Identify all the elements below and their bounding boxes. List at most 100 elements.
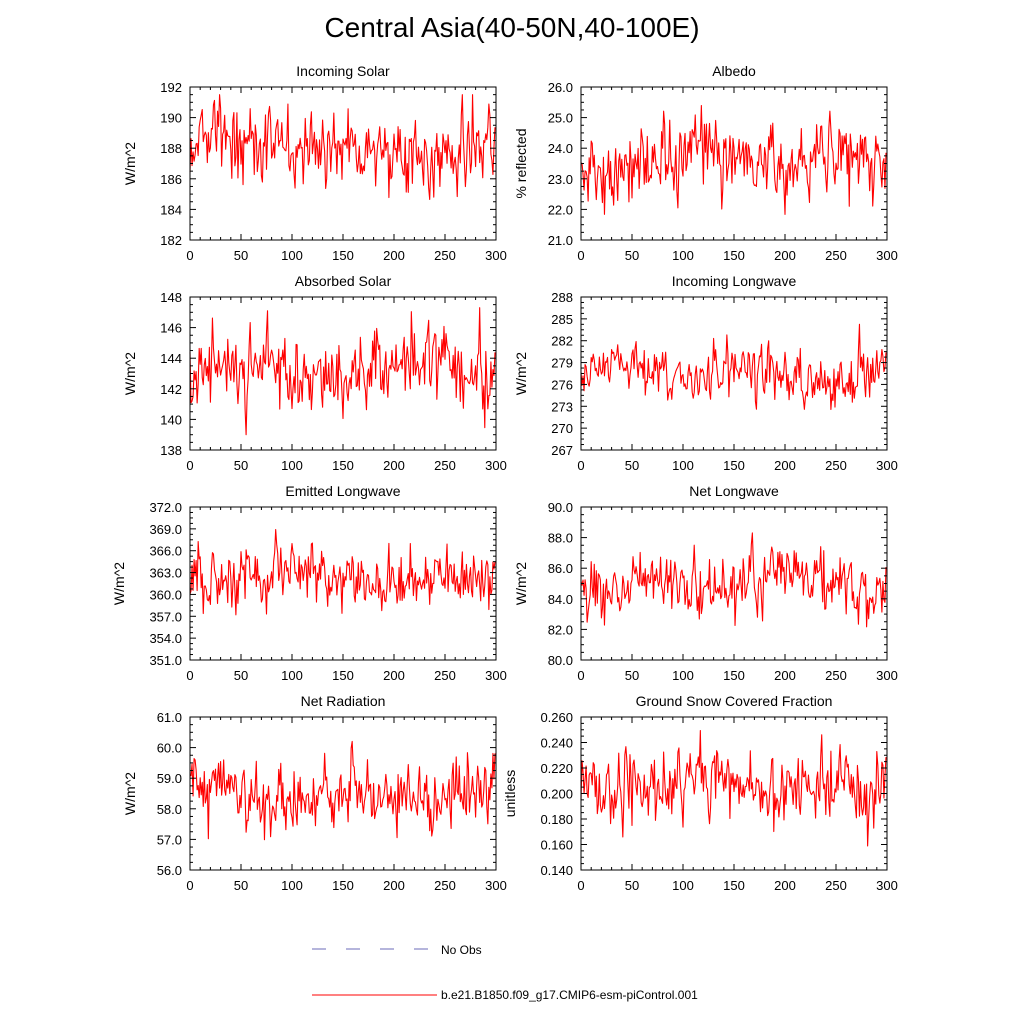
x-tick-label: 100 — [281, 458, 303, 473]
series-line — [189, 740, 496, 841]
x-tick-label: 250 — [825, 458, 847, 473]
y-axis-label: W/m^2 — [513, 352, 529, 395]
y-tick-label: 142 — [160, 382, 182, 397]
x-tick-label: 300 — [485, 878, 507, 893]
x-tick-label: 200 — [774, 458, 796, 473]
y-tick-label: 61.0 — [157, 710, 182, 725]
y-tick-label: 80.0 — [548, 653, 573, 668]
y-tick-label: 0.240 — [540, 736, 573, 751]
x-tick-label: 100 — [672, 878, 694, 893]
legend-label-no-obs: No Obs — [441, 943, 482, 957]
y-axis-label: W/m^2 — [513, 562, 529, 605]
y-tick-label: 59.0 — [157, 771, 182, 786]
x-tick-label: 200 — [774, 878, 796, 893]
x-tick-label: 0 — [186, 248, 193, 263]
panel-title: Incoming Solar — [296, 63, 390, 79]
y-tick-label: 276 — [551, 377, 573, 392]
series-line — [189, 528, 496, 616]
panel-title: Albedo — [712, 63, 756, 79]
y-tick-label: 184 — [160, 202, 182, 217]
y-tick-label: 369.0 — [149, 522, 182, 537]
y-tick-label: 0.180 — [540, 812, 573, 827]
y-tick-label: 372.0 — [149, 500, 182, 515]
x-tick-label: 250 — [434, 668, 456, 683]
y-tick-label: 25.0 — [548, 111, 573, 126]
x-tick-label: 100 — [672, 668, 694, 683]
y-tick-label: 148 — [160, 290, 182, 305]
y-tick-label: 363.0 — [149, 566, 182, 581]
x-tick-label: 150 — [723, 878, 745, 893]
panel-6: 0 50 100 150 200 250 300 80.0 82.0 84.0 86.0 88.0 90… — [513, 483, 898, 683]
panel-1: 0 50 100 150 200 250 300 182 184 186 188 190 192 Inco… — [122, 63, 507, 263]
x-tick-label: 300 — [485, 458, 507, 473]
y-tick-label: 270 — [551, 421, 573, 436]
x-tick-label: 0 — [577, 248, 584, 263]
x-tick-label: 50 — [625, 458, 639, 473]
x-tick-label: 150 — [332, 248, 354, 263]
figure-title: Central Asia(40-50N,40-100E) — [324, 12, 700, 43]
panel-4: 0 50 100 150 200 250 300 267 270 273 276 279 282 285 2… — [513, 273, 898, 473]
legend: No Obs b.e21.B1850.f09_g17.CMIP6-esm-piCo… — [312, 943, 698, 1002]
y-tick-label: 0.260 — [540, 710, 573, 725]
x-tick-label: 300 — [876, 458, 898, 473]
y-tick-label: 88.0 — [548, 531, 573, 546]
x-tick-label: 300 — [485, 248, 507, 263]
plot-frame — [189, 86, 497, 241]
y-tick-label: 21.0 — [548, 233, 573, 248]
x-tick-label: 300 — [876, 668, 898, 683]
x-tick-label: 250 — [434, 248, 456, 263]
y-tick-label: 24.0 — [548, 141, 573, 156]
x-tick-label: 0 — [577, 878, 584, 893]
y-tick-label: 56.0 — [157, 863, 182, 878]
y-tick-label: 182 — [160, 233, 182, 248]
panel-2: 0 50 100 150 200 250 300 21.0 22.0 23.0 24.0 25.0 26… — [513, 63, 898, 263]
x-tick-label: 0 — [577, 668, 584, 683]
x-tick-label: 250 — [825, 668, 847, 683]
x-tick-label: 250 — [825, 878, 847, 893]
panel-title: Emitted Longwave — [285, 483, 400, 499]
x-tick-label: 0 — [186, 458, 193, 473]
y-tick-label: 90.0 — [548, 500, 573, 515]
x-tick-label: 200 — [383, 878, 405, 893]
series-line — [189, 94, 496, 200]
y-tick-label: 273 — [551, 399, 573, 414]
x-tick-label: 200 — [774, 668, 796, 683]
y-tick-label: 282 — [551, 334, 573, 349]
x-tick-label: 50 — [625, 878, 639, 893]
y-tick-label: 186 — [160, 172, 182, 187]
y-tick-label: 146 — [160, 321, 182, 336]
x-tick-label: 50 — [234, 458, 248, 473]
x-tick-label: 0 — [186, 668, 193, 683]
y-axis-label: W/m^2 — [122, 352, 138, 395]
y-tick-label: 60.0 — [157, 741, 182, 756]
x-tick-label: 50 — [234, 878, 248, 893]
y-tick-label: 192 — [160, 80, 182, 95]
x-tick-label: 50 — [234, 668, 248, 683]
y-axis-label: unitless — [502, 770, 518, 817]
x-tick-label: 150 — [332, 878, 354, 893]
y-tick-label: 285 — [551, 312, 573, 327]
y-tick-label: 138 — [160, 443, 182, 458]
series-line — [580, 532, 887, 628]
y-tick-label: 86.0 — [548, 561, 573, 576]
x-tick-label: 100 — [672, 248, 694, 263]
x-tick-label: 150 — [723, 668, 745, 683]
x-tick-label: 100 — [281, 668, 303, 683]
x-tick-label: 250 — [825, 248, 847, 263]
y-tick-label: 0.220 — [540, 761, 573, 776]
y-tick-label: 357.0 — [149, 609, 182, 624]
x-tick-label: 150 — [723, 458, 745, 473]
y-tick-label: 57.0 — [157, 832, 182, 847]
x-tick-label: 50 — [234, 248, 248, 263]
x-tick-label: 0 — [577, 458, 584, 473]
y-tick-label: 267 — [551, 443, 573, 458]
y-tick-label: 351.0 — [149, 653, 182, 668]
y-axis-label: W/m^2 — [111, 562, 127, 605]
y-tick-label: 22.0 — [548, 202, 573, 217]
series-line — [580, 104, 887, 215]
x-tick-label: 250 — [434, 878, 456, 893]
x-tick-label: 250 — [434, 458, 456, 473]
y-tick-label: 23.0 — [548, 172, 573, 187]
panel-title: Absorbed Solar — [295, 273, 392, 289]
